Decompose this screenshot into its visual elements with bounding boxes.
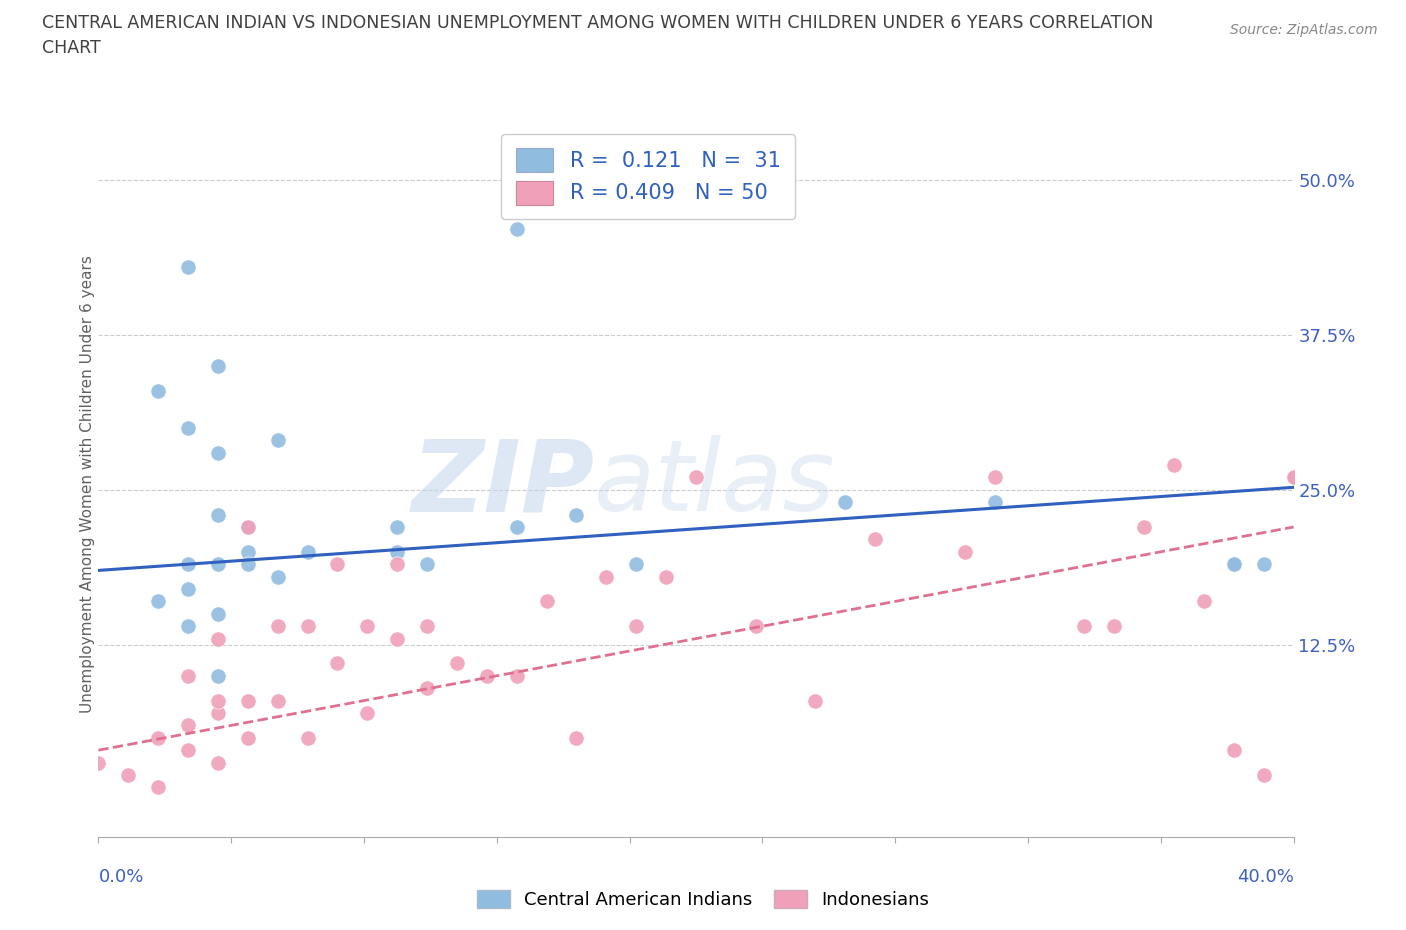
Point	[267, 432, 290, 447]
Point	[207, 631, 229, 646]
Point	[1163, 458, 1185, 472]
Point	[177, 618, 200, 633]
Legend: Central American Indians, Indonesians: Central American Indians, Indonesians	[470, 883, 936, 916]
Point	[177, 581, 200, 596]
Point	[1253, 557, 1275, 572]
Point	[326, 656, 349, 671]
Point	[236, 544, 259, 559]
Point	[983, 495, 1005, 510]
Point	[745, 618, 768, 633]
Text: atlas: atlas	[595, 435, 837, 532]
Point	[87, 755, 110, 770]
Point	[655, 569, 678, 584]
Point	[207, 507, 229, 522]
Point	[385, 631, 409, 646]
Point	[506, 669, 529, 684]
Point	[207, 755, 229, 770]
Point	[416, 681, 439, 696]
Point	[177, 420, 200, 435]
Point	[1073, 618, 1095, 633]
Point	[624, 557, 647, 572]
Point	[267, 618, 290, 633]
Point	[297, 618, 319, 633]
Point	[446, 656, 468, 671]
Point	[207, 606, 229, 621]
Point	[536, 594, 558, 609]
Legend: R =  0.121   N =  31, R = 0.409   N = 50: R = 0.121 N = 31, R = 0.409 N = 50	[501, 134, 796, 219]
Point	[1282, 470, 1305, 485]
Point	[1133, 520, 1156, 535]
Point	[385, 520, 409, 535]
Point	[1282, 470, 1305, 485]
Point	[685, 470, 707, 485]
Point	[804, 693, 827, 708]
Point	[983, 470, 1005, 485]
Point	[177, 669, 200, 684]
Point	[326, 557, 349, 572]
Point	[207, 706, 229, 721]
Point	[148, 780, 170, 795]
Point	[236, 520, 259, 535]
Point	[1223, 557, 1246, 572]
Point	[148, 730, 170, 745]
Point	[356, 618, 378, 633]
Point	[148, 594, 170, 609]
Point	[207, 693, 229, 708]
Point	[297, 730, 319, 745]
Text: Source: ZipAtlas.com: Source: ZipAtlas.com	[1230, 23, 1378, 37]
Point	[207, 445, 229, 460]
Point	[595, 569, 617, 584]
Point	[1104, 618, 1126, 633]
Point	[865, 532, 887, 547]
Point	[565, 507, 588, 522]
Text: CENTRAL AMERICAN INDIAN VS INDONESIAN UNEMPLOYMENT AMONG WOMEN WITH CHILDREN UND: CENTRAL AMERICAN INDIAN VS INDONESIAN UN…	[42, 14, 1153, 32]
Point	[177, 718, 200, 733]
Text: ZIP: ZIP	[412, 435, 595, 532]
Text: 40.0%: 40.0%	[1237, 868, 1294, 886]
Point	[236, 557, 259, 572]
Point	[236, 520, 259, 535]
Point	[475, 669, 498, 684]
Point	[177, 743, 200, 758]
Point	[177, 259, 200, 274]
Point	[177, 557, 200, 572]
Point	[207, 557, 229, 572]
Point	[506, 520, 529, 535]
Point	[1223, 557, 1246, 572]
Point	[1282, 470, 1305, 485]
Point	[267, 693, 290, 708]
Point	[834, 495, 856, 510]
Point	[506, 222, 529, 237]
Point	[385, 557, 409, 572]
Point	[416, 618, 439, 633]
Point	[624, 618, 647, 633]
Point	[1253, 767, 1275, 782]
Text: 0.0%: 0.0%	[98, 868, 143, 886]
Point	[953, 544, 976, 559]
Point	[207, 358, 229, 373]
Point	[236, 730, 259, 745]
Point	[267, 569, 290, 584]
Text: CHART: CHART	[42, 39, 101, 57]
Point	[207, 669, 229, 684]
Point	[385, 544, 409, 559]
Point	[356, 706, 378, 721]
Point	[1223, 743, 1246, 758]
Point	[117, 767, 139, 782]
Point	[565, 730, 588, 745]
Point	[148, 383, 170, 398]
Point	[416, 557, 439, 572]
Y-axis label: Unemployment Among Women with Children Under 6 years: Unemployment Among Women with Children U…	[80, 255, 94, 712]
Point	[297, 544, 319, 559]
Point	[1192, 594, 1215, 609]
Point	[236, 693, 259, 708]
